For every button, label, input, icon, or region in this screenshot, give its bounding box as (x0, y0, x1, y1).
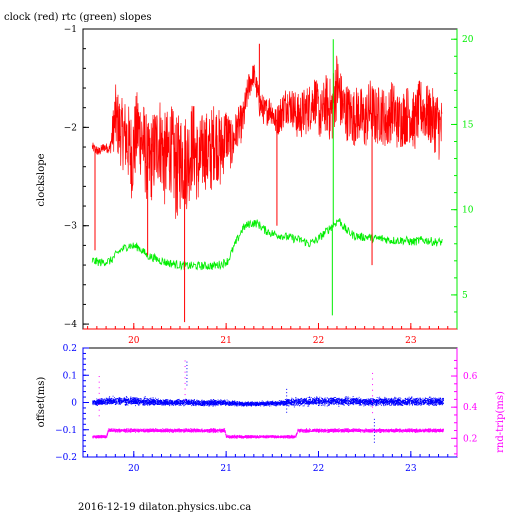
outlier-rnd-trip-0 (184, 399, 186, 401)
slopes-plot: −4 −3 −2 −1 5 10 15 20 20 21 22 23 clockslope (36, 25, 474, 346)
outlier-rnd-trip-2 (372, 378, 374, 380)
outlier-rnd-trip-0 (184, 382, 186, 384)
top-y2tick-label: 15 (462, 120, 474, 130)
top-ytick-label: −4 (64, 320, 78, 330)
outlier-offset-3 (186, 361, 188, 363)
top-xtick-label: 23 (405, 336, 417, 346)
outlier-offset-5 (373, 422, 375, 424)
top-ytick-label: −2 (64, 123, 77, 133)
outlier-rnd-trip-2 (372, 395, 374, 397)
outlier-rnd-trip-0 (184, 366, 186, 368)
outlier-rnd-trip-2 (372, 389, 374, 391)
bottom-ytick-label: −0.2 (55, 453, 77, 463)
outlier-offset-3 (186, 377, 188, 379)
outlier-rnd-trip-1 (98, 392, 100, 394)
bottom-ytick-label: 0.1 (63, 371, 77, 381)
footer-label: 2016-12-19 dilaton.physics.ubc.ca (78, 502, 251, 512)
series-rndtrip-points (92, 427, 444, 439)
outlier-rnd-trip-2 (372, 412, 374, 414)
outlier-rnd-trip-0 (184, 394, 186, 396)
top-ytick-label: −1 (64, 25, 77, 35)
outlier-offset-4 (286, 395, 288, 397)
outlier-offset-4 (286, 388, 288, 390)
outlier-rnd-trip-0 (184, 360, 186, 362)
outlier-offset-3 (186, 374, 188, 376)
outlier-rnd-trip-2 (372, 406, 374, 408)
outlier-offset-4 (286, 401, 288, 403)
outlier-offset-4 (286, 405, 288, 407)
bottom-y2tick-label: 0.4 (463, 403, 478, 413)
bottom-xtick-label: 23 (405, 464, 417, 474)
top-y2tick-label: 10 (462, 206, 474, 216)
outlier-offset-3 (186, 381, 188, 383)
outlier-offset-5 (373, 431, 375, 433)
outlier-rnd-trip-1 (98, 398, 100, 400)
bottom-ytick-label: 0.2 (63, 344, 77, 354)
outlier-offset-5 (373, 418, 375, 420)
offset-plot: −0.2 −0.1 0 0.1 0.2 0.2 0.4 0.6 20 21 22 23 offset(m… (36, 344, 506, 474)
outlier-rnd-trip-1 (98, 415, 100, 417)
bottom-xtick-label: 20 (128, 464, 140, 474)
top-plot-frame (82, 28, 458, 330)
top-xtick-label: 20 (128, 336, 140, 346)
outlier-rnd-trip-2 (372, 372, 374, 374)
outlier-offset-4 (286, 398, 288, 400)
bottom-y2label: rnd-trip(ms) (495, 391, 506, 453)
outlier-offset-3 (186, 364, 188, 366)
top-y2tick-label: 5 (462, 291, 468, 301)
outlier-offset-3 (186, 384, 188, 386)
bottom-xtick-label: 21 (220, 464, 231, 474)
outlier-rnd-trip-1 (98, 376, 100, 378)
bottom-xtick-label: 22 (313, 464, 324, 474)
series-rtc-line (91, 218, 443, 271)
top-xtick-label: 21 (220, 336, 231, 346)
outlier-offset-5 (373, 425, 375, 427)
top-ylabel: clockslope (36, 153, 47, 206)
bottom-y2tick-label: 0.6 (463, 372, 478, 382)
bottom-y2tick-label: 0.2 (463, 434, 477, 444)
outlier-offset-3 (186, 368, 188, 370)
outlier-rnd-trip-0 (184, 371, 186, 373)
top-xtick-label: 22 (313, 336, 324, 346)
outlier-rnd-trip-0 (184, 377, 186, 379)
outlier-rnd-trip-2 (372, 384, 374, 386)
outlier-rnd-trip-1 (98, 404, 100, 406)
outlier-rnd-trip-1 (98, 381, 100, 383)
outlier-rnd-trip-0 (184, 388, 186, 390)
outlier-offset-5 (373, 428, 375, 430)
outlier-offset-4 (286, 408, 288, 410)
top-ytick-label: −3 (64, 222, 78, 232)
top-y2tick-label: 20 (462, 35, 474, 45)
outlier-offset-4 (286, 392, 288, 394)
outlier-offset-3 (186, 371, 188, 373)
bottom-ytick-label: 0 (71, 399, 77, 409)
series-offset-points (92, 395, 444, 408)
outlier-offset-5 (373, 441, 375, 443)
outlier-offset-5 (373, 438, 375, 440)
bottom-ylabel: offset(ms) (36, 377, 47, 428)
outlier-rnd-trip-2 (372, 400, 374, 402)
bottom-ytick-label: −0.1 (55, 426, 77, 436)
outlier-rnd-trip-1 (98, 387, 100, 389)
outlier-offset-4 (286, 411, 288, 413)
outlier-rnd-trip-1 (98, 409, 100, 411)
chart-title: clock (red) rtc (green) slopes (4, 12, 152, 23)
series-clock-line (91, 55, 443, 219)
outlier-offset-5 (373, 435, 375, 437)
